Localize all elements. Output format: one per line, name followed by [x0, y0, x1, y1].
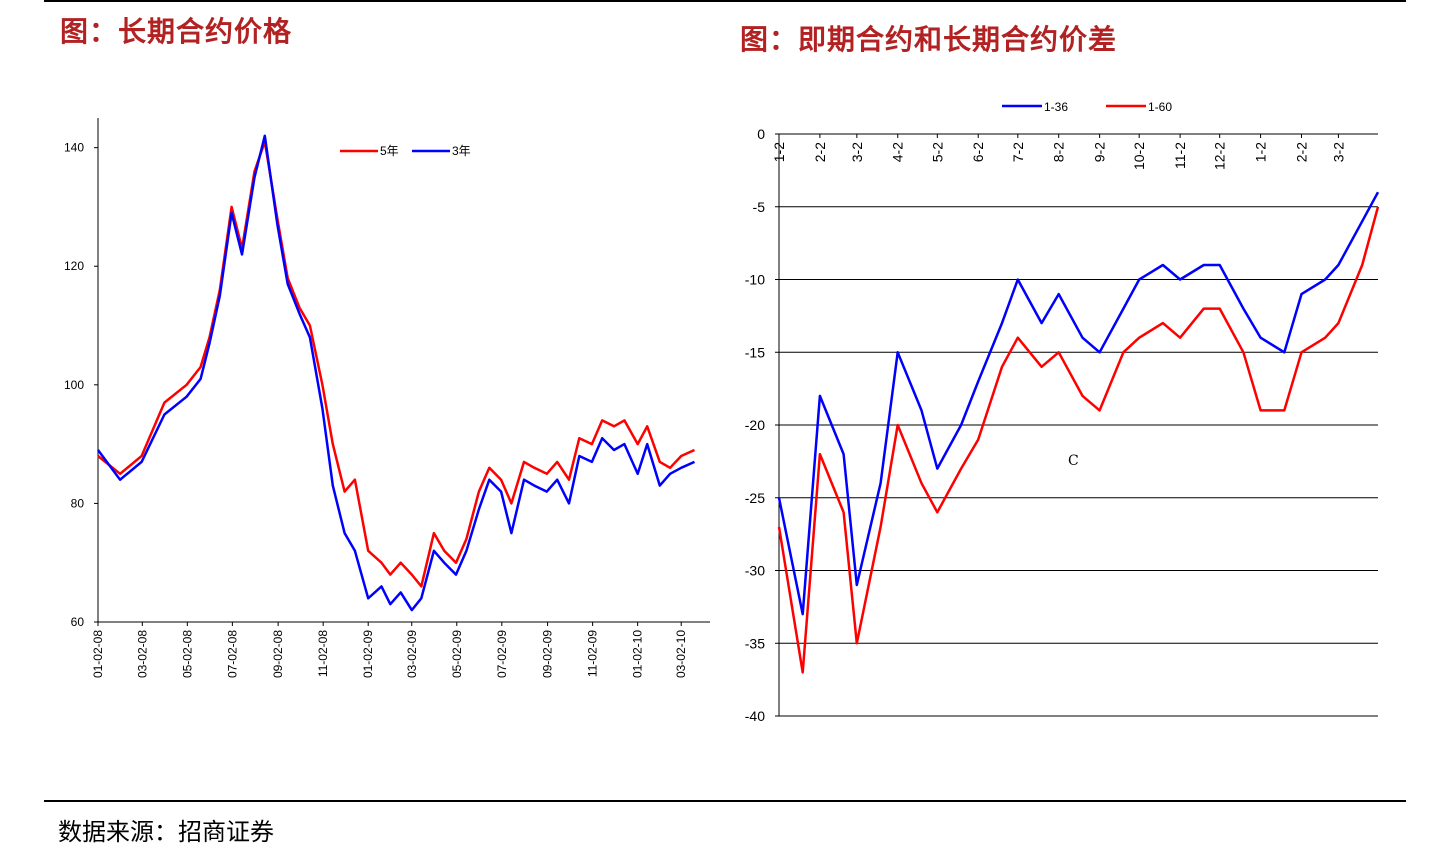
series-line-1-60	[777, 206, 1380, 674]
y-tick-label: -40	[745, 708, 765, 724]
x-tick-label: 6-2	[970, 142, 986, 162]
x-tick-label: 07-02-08	[225, 630, 239, 678]
x-tick-label: 11-2	[1172, 142, 1188, 169]
x-tick-label: 2-2	[1293, 142, 1309, 162]
x-tick-label: 9-2	[1092, 142, 1108, 162]
y-tick-label: 60	[71, 615, 85, 629]
series-line-1-36	[777, 191, 1380, 616]
x-tick-label: 05-02-09	[450, 630, 464, 678]
y-tick-label: -35	[745, 635, 765, 651]
x-tick-label: 12-2	[1212, 142, 1228, 170]
y-tick-label: 0	[757, 126, 765, 142]
x-tick-label: 07-02-09	[495, 630, 509, 678]
x-tick-label: 10-2	[1131, 142, 1147, 170]
chart-annotation: C	[1068, 453, 1079, 469]
data-source-note: 数据来源：招商证券	[58, 818, 274, 846]
top-rule	[44, 0, 1406, 2]
x-tick-label: 03-02-08	[135, 630, 149, 678]
x-tick-label: 3-2	[1330, 142, 1346, 162]
x-tick-label: 01-02-09	[361, 630, 375, 678]
bottom-rule	[44, 800, 1406, 802]
series-line-3年	[96, 134, 696, 612]
legend-label: 1-60	[1148, 100, 1172, 114]
x-tick-label: 09-02-09	[541, 630, 555, 678]
y-tick-label: 80	[71, 496, 85, 510]
y-tick-label: 100	[64, 378, 84, 392]
legend-label: 3年	[452, 144, 471, 158]
x-tick-label: 03-02-10	[674, 630, 688, 678]
x-tick-label: 3-2	[849, 142, 865, 162]
legend-label: 5年	[380, 144, 399, 158]
x-tick-label: 11-02-08	[316, 630, 330, 677]
x-tick-label: 1-2	[1253, 142, 1269, 162]
y-tick-label: -5	[753, 199, 766, 215]
x-tick-label: 05-02-08	[180, 630, 194, 678]
x-tick-label: 11-02-09	[586, 630, 600, 677]
series-line-5年	[97, 140, 696, 588]
x-tick-label: 1-2	[771, 142, 787, 162]
x-tick-label: 7-2	[1010, 142, 1026, 162]
spread-chart: 0 -5 -10 -15 -20 -25 -30 -35 -40 1-2 2-2 3-2 4-2 5-2 6…	[745, 100, 1380, 724]
y-tick-label: -30	[745, 563, 765, 579]
x-tick-label: 01-02-10	[631, 630, 645, 678]
x-tick-label: 8-2	[1051, 142, 1067, 162]
x-tick-label: 4-2	[890, 142, 906, 162]
y-tick-label: 120	[64, 259, 84, 273]
legend-label: 1-36	[1044, 100, 1068, 114]
y-tick-label: -15	[745, 344, 765, 360]
y-tick-label: -25	[745, 490, 765, 506]
long-term-contract-price-chart: 60 80 100 120 140 01-02-08 03-02-08 05-02-08 07-…	[64, 118, 710, 678]
x-tick-label: 03-02-09	[405, 630, 419, 678]
y-tick-label: 140	[64, 141, 84, 155]
y-tick-label: -20	[745, 417, 765, 433]
x-tick-label: 2-2	[812, 142, 828, 162]
y-tick-label: -10	[745, 272, 765, 288]
x-tick-label: 09-02-08	[271, 630, 285, 678]
x-tick-label: 5-2	[929, 142, 945, 162]
x-tick-label: 01-02-08	[91, 630, 105, 678]
left-chart-title: 图：长期合约价格	[60, 15, 293, 48]
right-chart-title: 图：即期合约和长期合约价差	[740, 23, 1118, 56]
